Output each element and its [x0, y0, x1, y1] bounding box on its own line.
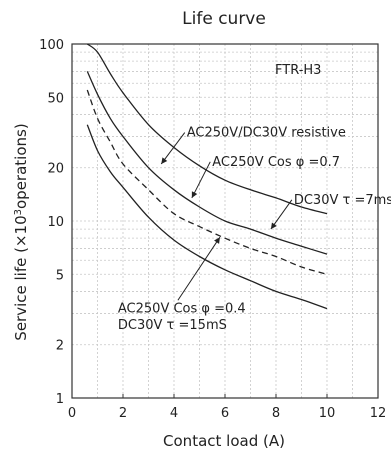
annotation-arrowhead-2: [191, 191, 198, 198]
x-tick-label: 4: [170, 406, 178, 421]
x-tick-label: 2: [119, 406, 127, 421]
annotation-arrow-2: [191, 161, 211, 199]
annotations: AC250V/DC30V resistive AC250V Cos φ =0.7 D…: [118, 126, 391, 334]
y-tick-label: 10: [47, 215, 64, 230]
series-line-4: [86, 124, 328, 310]
annotation-arrowhead-1: [161, 157, 168, 164]
model-label: FTR-H3: [275, 63, 321, 78]
annotation-arrowhead-4: [214, 237, 220, 244]
y-axis-label-sup: 3: [13, 209, 24, 215]
annotation-arrowhead-3: [270, 222, 277, 230]
annotation-label-2: AC250V Cos φ =0.7: [212, 155, 340, 170]
x-tick-label: 10: [319, 406, 336, 421]
series-group: [86, 43, 328, 310]
grid: [72, 44, 378, 398]
series-line-2: [86, 71, 328, 255]
y-tick-label: 20: [47, 162, 64, 177]
annotation-label-4: AC250V Cos φ =0.4: [118, 301, 246, 316]
series-line-1: [86, 43, 328, 215]
y-axis-label: Service life (×103operations): [12, 123, 30, 340]
y-tick-label: 50: [47, 91, 64, 106]
chart-title: Life curve: [182, 9, 266, 29]
x-tick-label: 8: [272, 406, 280, 421]
y-tick-labels: 1 2 5 10 20 50 100: [39, 38, 64, 407]
x-axis-label: Contact load (A): [163, 432, 285, 450]
x-tick-labels: 0 2 4 6 8 10 12: [68, 394, 386, 421]
y-axis-label-tail: operations): [12, 123, 30, 209]
x-tick-label: 6: [221, 406, 229, 421]
y-tick-label: 5: [56, 268, 64, 283]
x-tick-label: 0: [68, 406, 76, 421]
annotation-label-1: AC250V/DC30V resistive: [187, 126, 346, 141]
y-tick-label: 1: [56, 392, 64, 407]
series-line-3: [86, 89, 328, 275]
annotation-label-5: DC30V τ =15mS: [118, 318, 227, 333]
x-tick-label: 12: [370, 406, 387, 421]
y-axis-label-main: Service life (×10: [12, 215, 30, 340]
annotation-arrow-4: [177, 236, 221, 301]
annotation-label-3: DC30V τ =7ms: [294, 193, 391, 208]
annotation-arrow-1: [160, 132, 186, 165]
y-tick-label: 100: [39, 38, 64, 53]
y-tick-label: 2: [56, 339, 64, 354]
